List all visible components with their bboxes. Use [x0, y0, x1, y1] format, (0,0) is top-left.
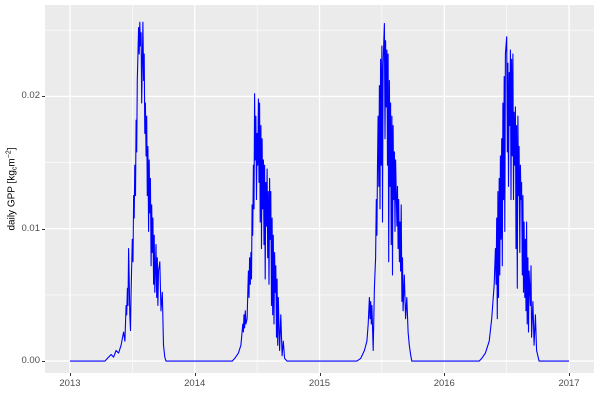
x-tick-label: 2014: [184, 378, 206, 389]
y-tick-label: 0.01: [21, 222, 41, 234]
y-tick-mark: [42, 229, 45, 230]
x-tick-label: 2016: [433, 378, 455, 389]
y-axis-title-subscript: c: [11, 166, 19, 171]
gpp-line: [70, 21, 569, 362]
x-tick-label: 2015: [308, 378, 331, 389]
y-axis-title-part: daily GPP [kg: [6, 170, 18, 231]
y-tick-label: 0.00: [21, 355, 41, 367]
x-tick-mark: [195, 373, 196, 376]
y-tick-mark: [42, 96, 45, 97]
x-tick-mark: [320, 373, 321, 376]
x-tick-mark: [444, 373, 445, 376]
x-tick-label: 2017: [558, 378, 580, 389]
plot-panel: [45, 5, 594, 373]
x-tick-label: 2013: [59, 378, 81, 389]
y-tick-label: 0.02: [21, 90, 41, 102]
y-axis-title: daily GPP [kgcm−2]: [6, 147, 19, 230]
y-tick-mark: [42, 361, 45, 362]
x-tick-mark: [70, 373, 71, 376]
x-tick-mark: [569, 373, 570, 376]
y-axis-title-part: m: [6, 158, 18, 167]
y-axis-title-part: ]: [6, 147, 18, 151]
line-plot-svg: [45, 5, 594, 373]
y-axis-title-superscript: −2: [5, 150, 13, 159]
